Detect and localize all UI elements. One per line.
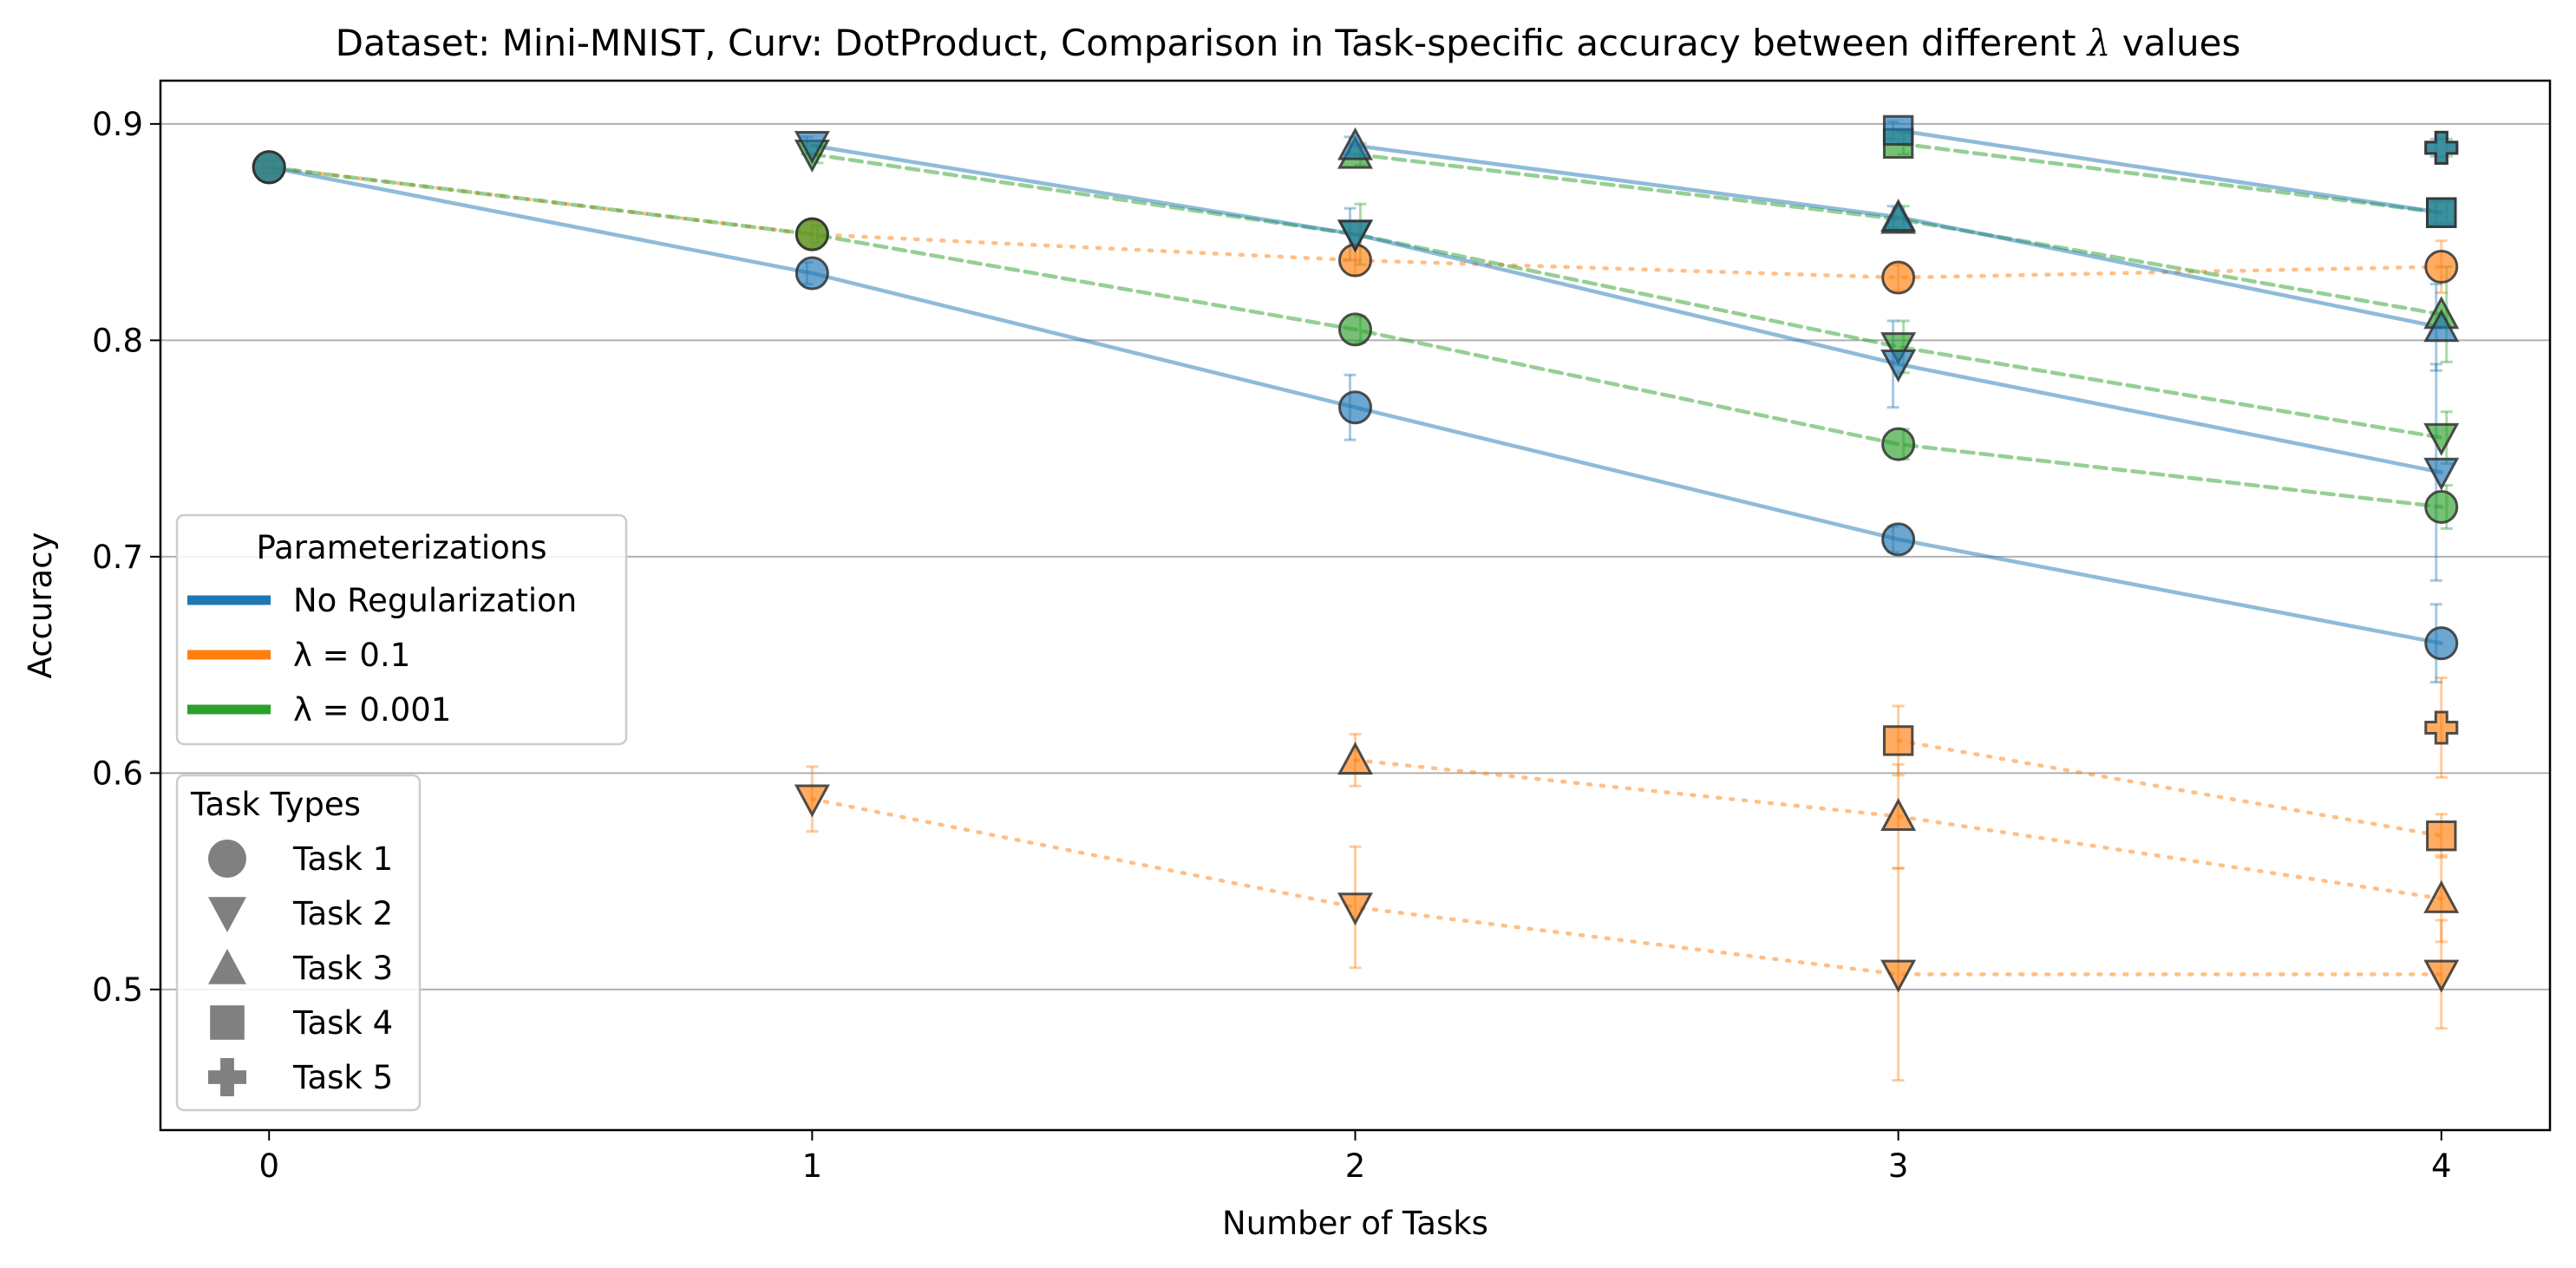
legend-marker-icon [208,897,246,932]
data-point [1880,332,1917,366]
x-tick-label: 3 [1888,1147,1909,1185]
data-point [2424,626,2459,661]
data-point [1880,959,1917,993]
y-axis-label: Accuracy [22,533,59,679]
data-point [1337,127,1374,160]
series-line [1896,738,2444,838]
x-tick-label: 1 [802,1147,823,1185]
legend-label: λ = 0.1 [293,637,410,674]
data-point [1880,350,1917,382]
data-point [2426,197,2457,228]
data-point [794,217,829,252]
legend-parameterizations: Parameterizations No Regularization λ = 0… [175,513,628,746]
series-line [1896,141,2444,215]
data-point [2423,309,2460,343]
data-point [1882,114,1914,147]
data-point [2424,250,2459,284]
x-axis-label: Number of Tasks [1222,1205,1488,1242]
legend-parameterizations-box [175,513,628,746]
data-point [1881,522,1916,557]
y-tick-label: 0.5 [92,971,143,1009]
series-line [1896,128,2444,215]
data-point [2424,130,2459,165]
series-line [810,152,2444,440]
legend-label: Task 1 [292,840,393,878]
legend-marker-icon [208,840,246,878]
legend-label: No Regularization [293,582,577,619]
x-tick-label: 2 [1345,1147,1366,1185]
y-tick-label: 0.7 [92,539,143,576]
data-point [2423,959,2460,993]
y-tick-label: 0.9 [92,106,143,143]
data-point [1881,260,1916,295]
legend-label: Task 5 [292,1059,393,1096]
data-point [1337,742,1374,775]
data-point [794,256,829,291]
data-point [794,131,830,164]
data-point [1882,725,1914,756]
legend-label: Task 4 [292,1004,393,1042]
data-point [1338,312,1372,347]
y-tick-label: 0.8 [92,322,143,359]
data-point [2423,422,2460,456]
data-point [1337,892,1374,926]
data-markers [252,114,2460,993]
legend-task-types: Task Types Task 1 Task 2 Task 3 Task 4 Task … [175,774,422,1112]
chart-title: Dataset: Mini-MNIST, Curv: DotProduct, C… [336,22,2241,64]
data-point [1880,199,1917,232]
legend-marker-icon [208,1058,246,1096]
legend-marker-icon [210,1005,245,1040]
data-point [1880,798,1917,832]
data-point [2426,820,2457,852]
x-tick-label: 0 [258,1147,279,1185]
legend-marker-icon [208,949,246,984]
series-line [810,797,2444,977]
data-point [2423,457,2460,491]
legend-label: Task 2 [292,895,393,932]
legend-label: λ = 0.001 [293,691,451,729]
data-point [252,150,286,185]
data-point [2424,489,2459,524]
legend-label: Task 3 [292,950,393,987]
data-point [2424,710,2459,745]
data-point [794,784,830,818]
legend-parameterizations-title: Parameterizations [256,529,546,566]
data-point [1881,427,1916,461]
data-point [1337,219,1374,253]
legend-task-types-title: Task Types [190,786,361,823]
y-tick-label: 0.6 [92,755,143,792]
axis-ticks: 0.5 0.6 0.7 0.8 0.9 0 1 2 3 4 [92,106,2451,1185]
data-point [1338,390,1372,425]
x-tick-label: 4 [2431,1147,2452,1185]
series-line [810,143,2444,474]
data-point [2423,879,2460,913]
